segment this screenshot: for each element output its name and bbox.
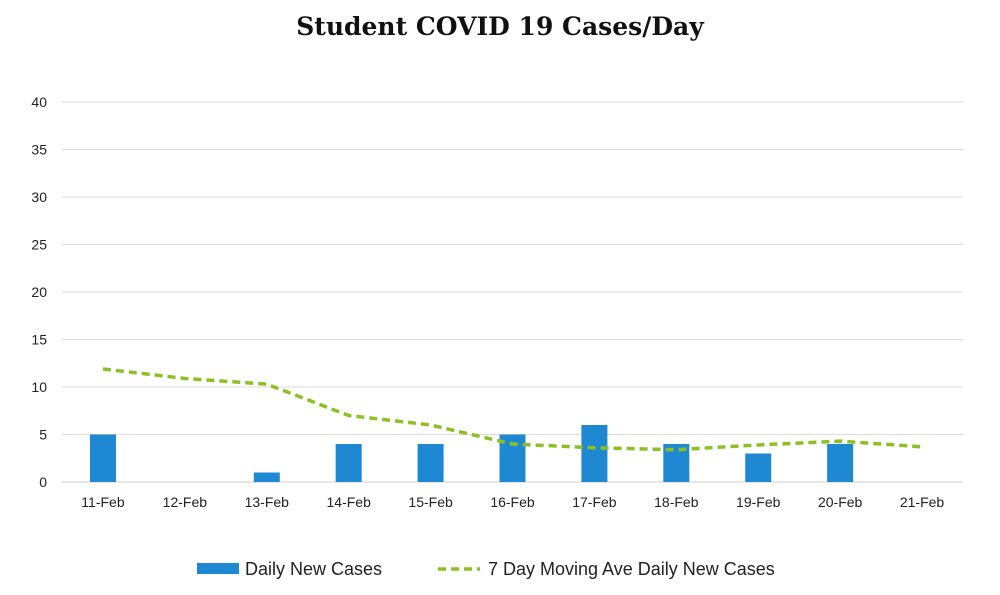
x-tick-label: 20-Feb — [818, 494, 863, 510]
x-tick-label: 19-Feb — [736, 494, 781, 510]
x-tick-label: 16-Feb — [490, 494, 535, 510]
y-tick-label: 10 — [31, 379, 47, 395]
bar — [335, 444, 362, 482]
legend: Daily New Cases 7 Day Moving Ave Daily N… — [197, 559, 775, 579]
bar — [89, 434, 116, 482]
y-tick-label: 30 — [31, 189, 47, 205]
bar-series — [89, 425, 854, 482]
x-tick-label: 21-Feb — [900, 494, 945, 510]
x-tick-label: 15-Feb — [408, 494, 453, 510]
legend-swatch-bar — [197, 563, 239, 574]
legend-label-line: 7 Day Moving Ave Daily New Cases — [488, 559, 775, 579]
y-axis-ticks: 0 5 10 15 20 25 30 35 40 — [31, 94, 47, 490]
gridlines — [62, 101, 963, 483]
x-tick-label: 18-Feb — [654, 494, 699, 510]
x-tick-label: 12-Feb — [163, 494, 208, 510]
y-tick-label: 35 — [31, 142, 47, 158]
y-tick-label: 25 — [31, 237, 47, 253]
bar — [827, 444, 854, 482]
y-tick-label: 20 — [31, 284, 47, 300]
bar — [745, 453, 772, 482]
x-tick-label: 14-Feb — [327, 494, 372, 510]
legend-label-bar: Daily New Cases — [245, 559, 382, 579]
bar — [417, 444, 444, 482]
y-tick-label: 0 — [39, 474, 47, 490]
x-axis-ticks: 11-Feb 12-Feb 13-Feb 14-Feb 15-Feb 16-Feb 17-F… — [81, 494, 944, 510]
y-tick-label: 15 — [31, 332, 47, 348]
chart-title: Student COVID 19 Cases/Day — [296, 12, 704, 41]
bar — [581, 425, 608, 482]
line-series — [102, 367, 923, 452]
x-tick-label: 11-Feb — [81, 494, 125, 510]
y-tick-label: 40 — [31, 94, 47, 110]
x-tick-label: 17-Feb — [572, 494, 617, 510]
y-tick-label: 5 — [39, 427, 47, 443]
x-tick-label: 13-Feb — [245, 494, 290, 510]
bar — [253, 472, 280, 482]
